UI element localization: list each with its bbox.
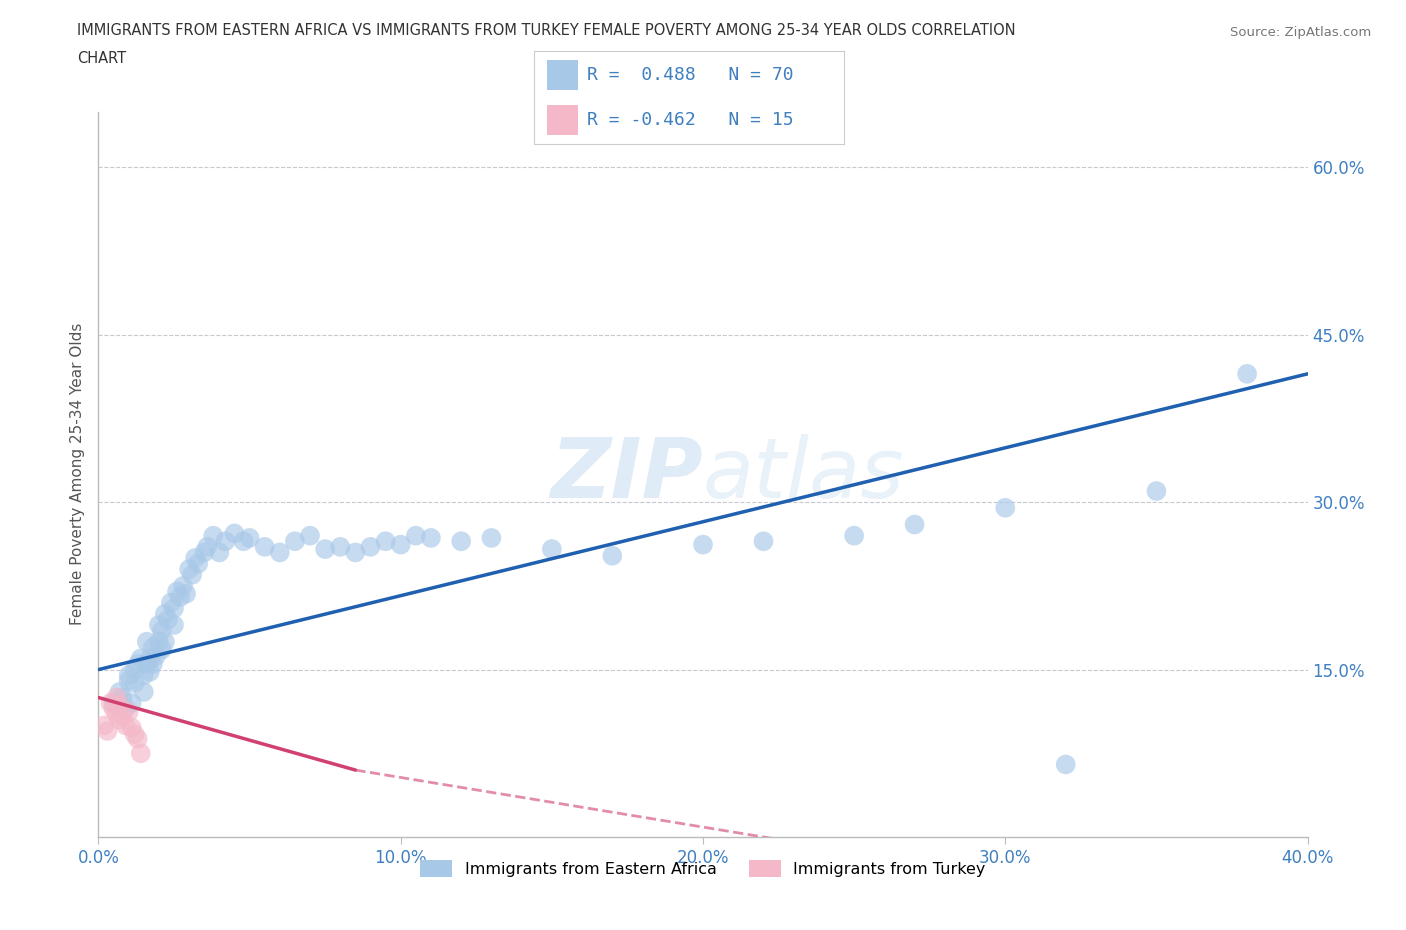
Point [208, 545, 231, 560]
Point [121, 720, 143, 735]
Point [135, 657, 157, 671]
Point [232, 534, 254, 549]
Point [163, 601, 186, 616]
Text: R = -0.462   N = 15: R = -0.462 N = 15 [586, 111, 793, 129]
Point [111, 709, 134, 724]
Point [184, 551, 207, 565]
Text: IMMIGRANTS FROM EASTERN AFRICA VS IMMIGRANTS FROM TURKEY FEMALE POVERTY AMONG 25: IMMIGRANTS FROM EASTERN AFRICA VS IMMIGR… [77, 23, 1017, 38]
Point [420, 530, 443, 545]
Point [692, 538, 714, 552]
Bar [547, 105, 578, 135]
Point [253, 539, 276, 554]
Point [103, 701, 125, 716]
Point [329, 539, 352, 554]
Point [118, 668, 141, 683]
Point [108, 684, 131, 699]
Point [96, 724, 118, 738]
Point [100, 696, 122, 711]
Point [1144, 484, 1167, 498]
Point [127, 731, 149, 746]
Legend: Immigrants from Eastern Africa, Immigrants from Turkey: Immigrants from Eastern Africa, Immigran… [413, 854, 993, 883]
Point [994, 500, 1017, 515]
Point [153, 634, 176, 649]
Point [481, 530, 503, 545]
Point [139, 651, 162, 666]
Point [148, 634, 170, 649]
Point [174, 586, 197, 601]
Point [139, 664, 162, 679]
Point [405, 528, 427, 543]
Point [1236, 366, 1258, 381]
Point [105, 707, 128, 722]
Y-axis label: Female Poverty Among 25-34 Year Olds: Female Poverty Among 25-34 Year Olds [69, 323, 84, 626]
Bar [547, 60, 578, 90]
Point [129, 746, 152, 761]
Point [142, 657, 165, 671]
Point [540, 541, 562, 556]
Point [127, 657, 149, 671]
Point [142, 640, 165, 655]
Point [150, 642, 173, 657]
Point [118, 673, 141, 688]
Point [160, 595, 183, 610]
Point [148, 618, 170, 632]
Point [111, 690, 134, 705]
Point [114, 701, 136, 716]
Point [132, 684, 155, 699]
Point [118, 705, 141, 720]
Point [108, 698, 131, 712]
Point [389, 538, 412, 552]
Point [114, 718, 136, 733]
Point [153, 606, 176, 621]
Point [172, 578, 194, 593]
Point [214, 534, 236, 549]
Point [202, 528, 225, 543]
Text: atlas: atlas [703, 433, 904, 515]
Text: ZIP: ZIP [550, 433, 703, 515]
Point [169, 590, 191, 604]
Text: CHART: CHART [77, 51, 127, 66]
Point [121, 696, 143, 711]
Point [239, 530, 262, 545]
Point [93, 718, 115, 733]
Point [269, 545, 291, 560]
Point [193, 545, 215, 560]
Point [904, 517, 927, 532]
Text: Source: ZipAtlas.com: Source: ZipAtlas.com [1230, 26, 1371, 39]
Point [124, 662, 146, 677]
Point [124, 727, 146, 742]
Point [224, 526, 246, 541]
Point [602, 549, 624, 564]
Point [844, 528, 866, 543]
Point [179, 562, 201, 577]
Point [187, 556, 209, 571]
Text: R =  0.488   N = 70: R = 0.488 N = 70 [586, 66, 793, 85]
Point [344, 545, 367, 560]
Point [166, 584, 188, 599]
Point [108, 712, 131, 727]
Point [135, 634, 157, 649]
Point [150, 623, 173, 638]
Point [124, 675, 146, 690]
Point [360, 539, 382, 554]
Point [163, 618, 186, 632]
Point [181, 567, 204, 582]
Point [132, 668, 155, 683]
Point [314, 541, 336, 556]
Point [284, 534, 307, 549]
Point [105, 690, 128, 705]
Point [103, 696, 125, 711]
Point [374, 534, 396, 549]
Point [450, 534, 472, 549]
Point [129, 651, 152, 666]
Point [156, 612, 179, 627]
Point [752, 534, 775, 549]
Point [299, 528, 322, 543]
Point [1054, 757, 1077, 772]
Point [145, 649, 167, 664]
Point [195, 539, 218, 554]
